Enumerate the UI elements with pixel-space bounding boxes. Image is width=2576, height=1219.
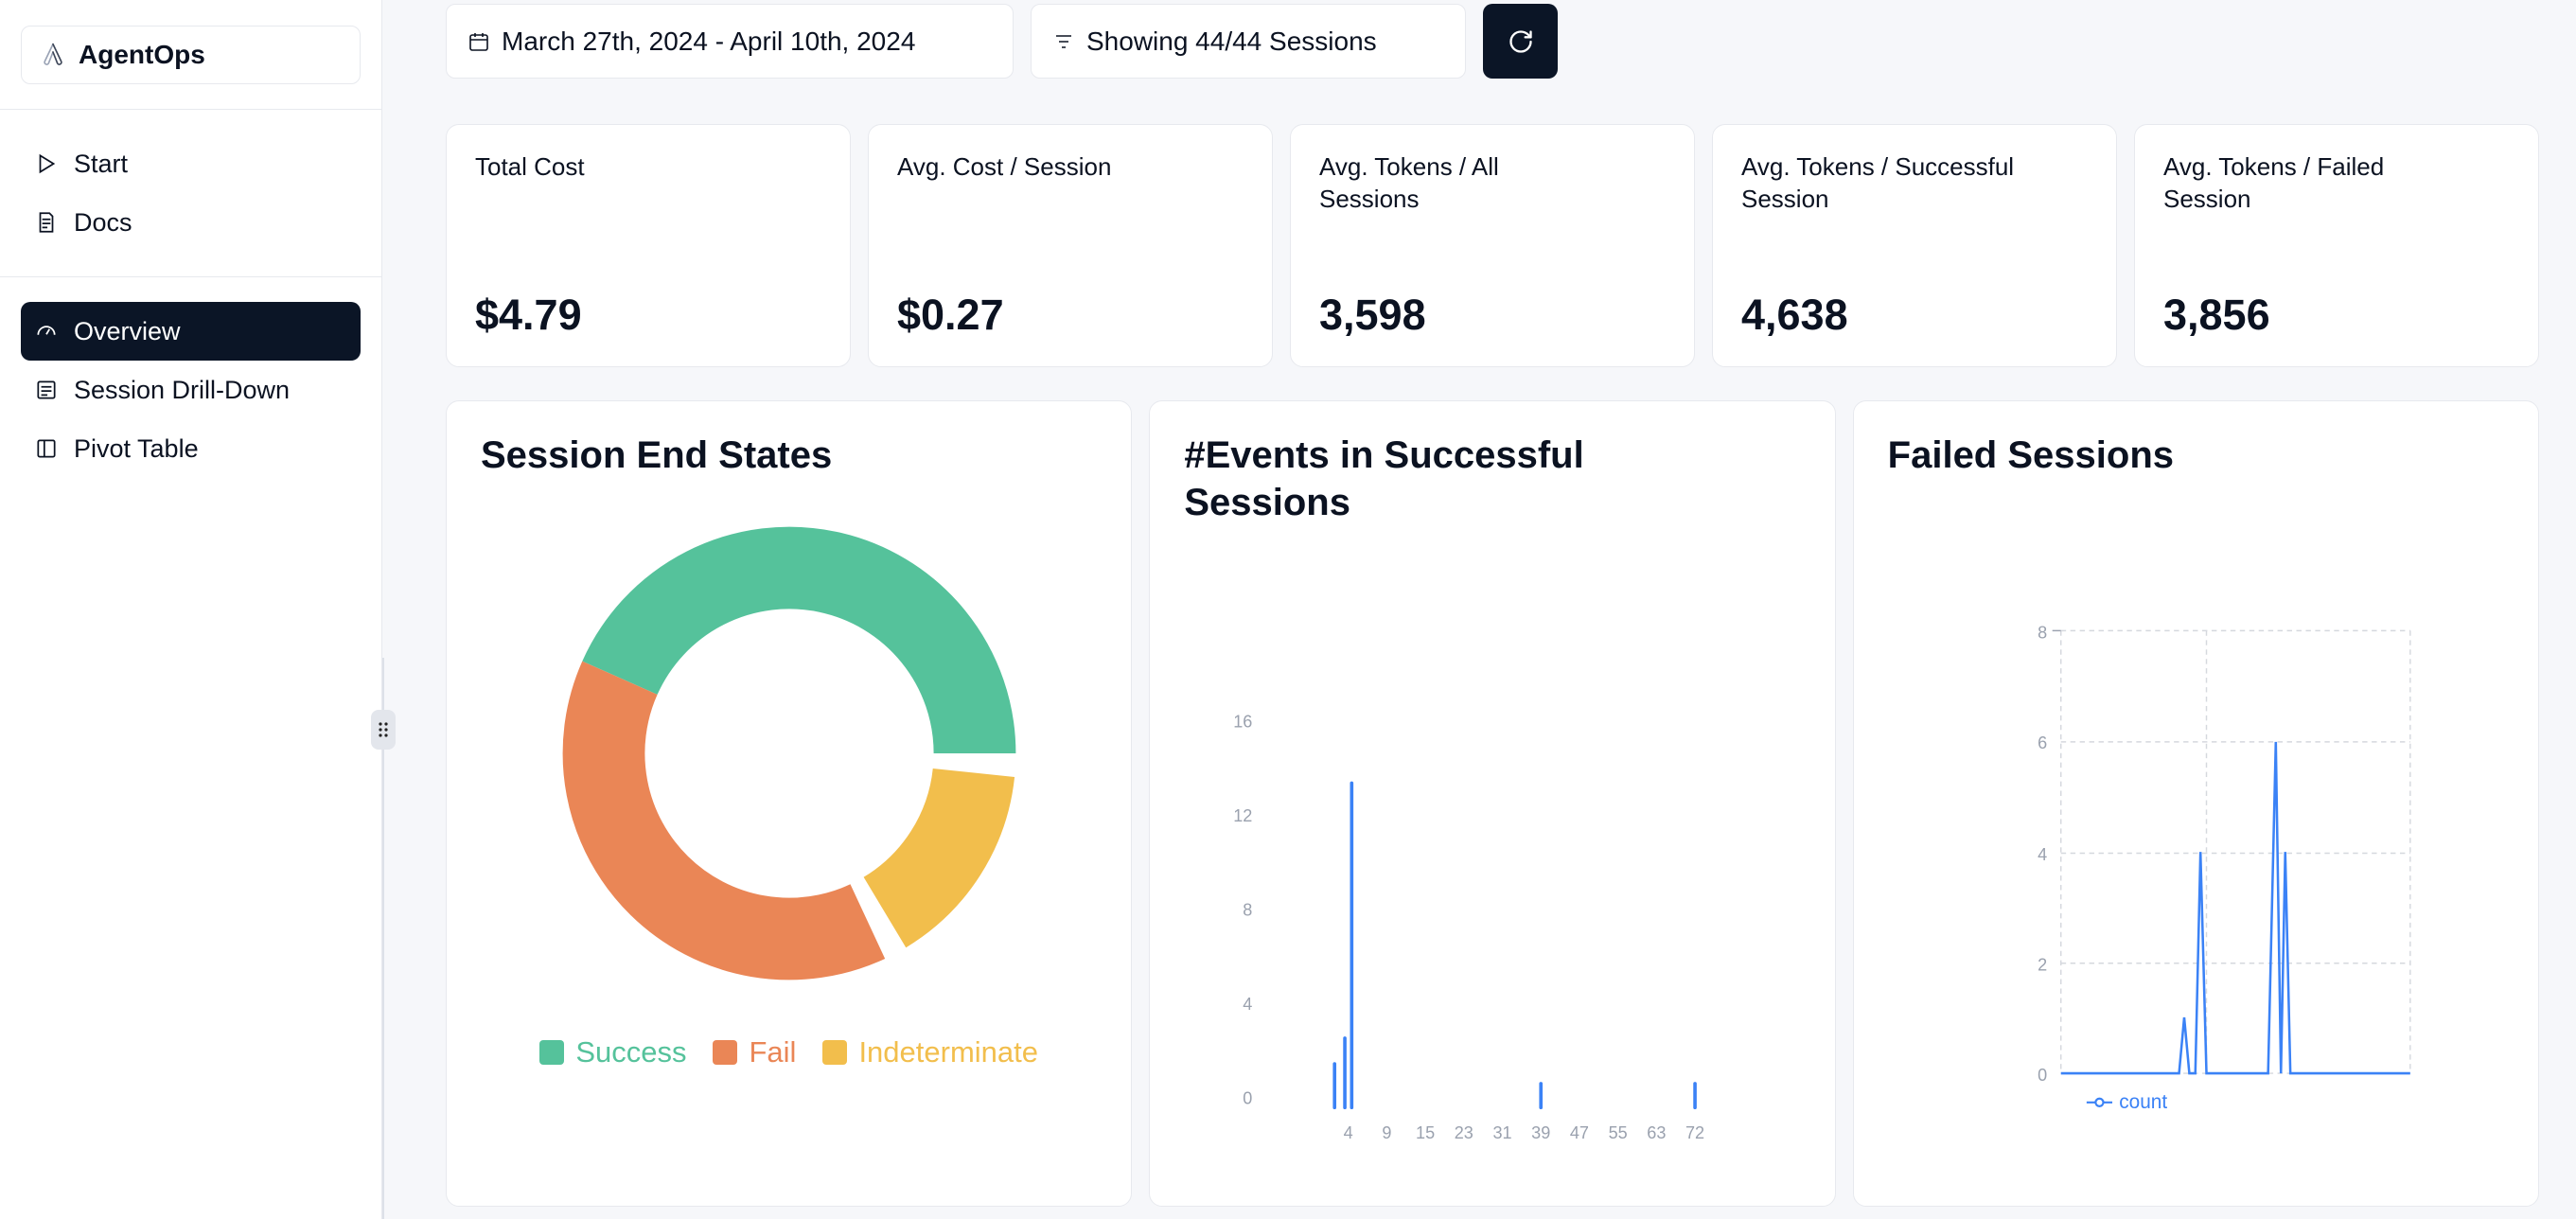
svg-text:16: 16 xyxy=(1234,713,1253,732)
svg-text:15: 15 xyxy=(1416,1123,1435,1142)
svg-text:0: 0 xyxy=(1244,1089,1253,1108)
svg-text:6: 6 xyxy=(2038,733,2047,752)
svg-text:8: 8 xyxy=(1244,901,1253,920)
svg-text:count: count xyxy=(2119,1091,2167,1113)
svg-text:55: 55 xyxy=(1609,1123,1628,1142)
svg-text:4: 4 xyxy=(1344,1123,1353,1142)
svg-text:8: 8 xyxy=(2038,624,2047,643)
svg-text:0: 0 xyxy=(2038,1066,2047,1085)
svg-text:31: 31 xyxy=(1493,1123,1512,1142)
svg-text:12: 12 xyxy=(1234,806,1253,825)
svg-text:9: 9 xyxy=(1383,1123,1392,1142)
svg-text:4: 4 xyxy=(2038,845,2047,864)
svg-text:63: 63 xyxy=(1648,1123,1667,1142)
svg-text:23: 23 xyxy=(1455,1123,1473,1142)
svg-text:4: 4 xyxy=(1244,995,1253,1014)
svg-text:39: 39 xyxy=(1532,1123,1551,1142)
svg-text:47: 47 xyxy=(1570,1123,1589,1142)
svg-text:72: 72 xyxy=(1685,1123,1704,1142)
svg-text:2: 2 xyxy=(2038,955,2047,974)
